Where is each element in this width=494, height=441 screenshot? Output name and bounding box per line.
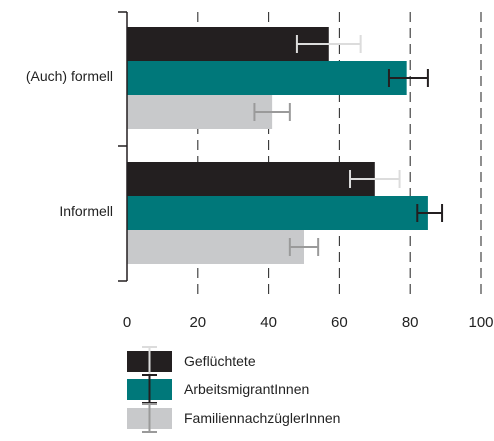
x-tick-label: 80 bbox=[402, 314, 419, 331]
y-axis bbox=[118, 11, 128, 282]
legend-label-2: FamiliennachzüglerInnen bbox=[184, 410, 340, 426]
x-tick-label: 40 bbox=[260, 314, 277, 331]
category-labels: (Auch) formell Informell bbox=[26, 68, 113, 219]
bar-2-0 bbox=[127, 95, 273, 129]
bar-1-0 bbox=[127, 61, 407, 95]
x-tick-label: 100 bbox=[468, 314, 493, 331]
errorbars-layer bbox=[253, 35, 444, 256]
bar-2-1 bbox=[127, 230, 304, 264]
bar-0-1 bbox=[127, 162, 375, 196]
bars-layer bbox=[127, 27, 428, 264]
x-tick-label: 0 bbox=[123, 314, 131, 331]
legend: Geflüchtete ArbeitsmigrantInnen Familienna… bbox=[127, 346, 340, 433]
x-tick-label: 60 bbox=[331, 314, 348, 331]
legend-label-0: Geflüchtete bbox=[184, 353, 256, 369]
bar-0-0 bbox=[127, 27, 329, 61]
bar-1-1 bbox=[127, 196, 428, 230]
category-label: Informell bbox=[59, 203, 113, 219]
x-tick-labels: 0 20 40 60 80 100 bbox=[123, 314, 494, 331]
category-label: (Auch) formell bbox=[26, 68, 113, 84]
x-tick-label: 20 bbox=[189, 314, 206, 331]
legend-label-1: ArbeitsmigrantInnen bbox=[184, 381, 309, 397]
